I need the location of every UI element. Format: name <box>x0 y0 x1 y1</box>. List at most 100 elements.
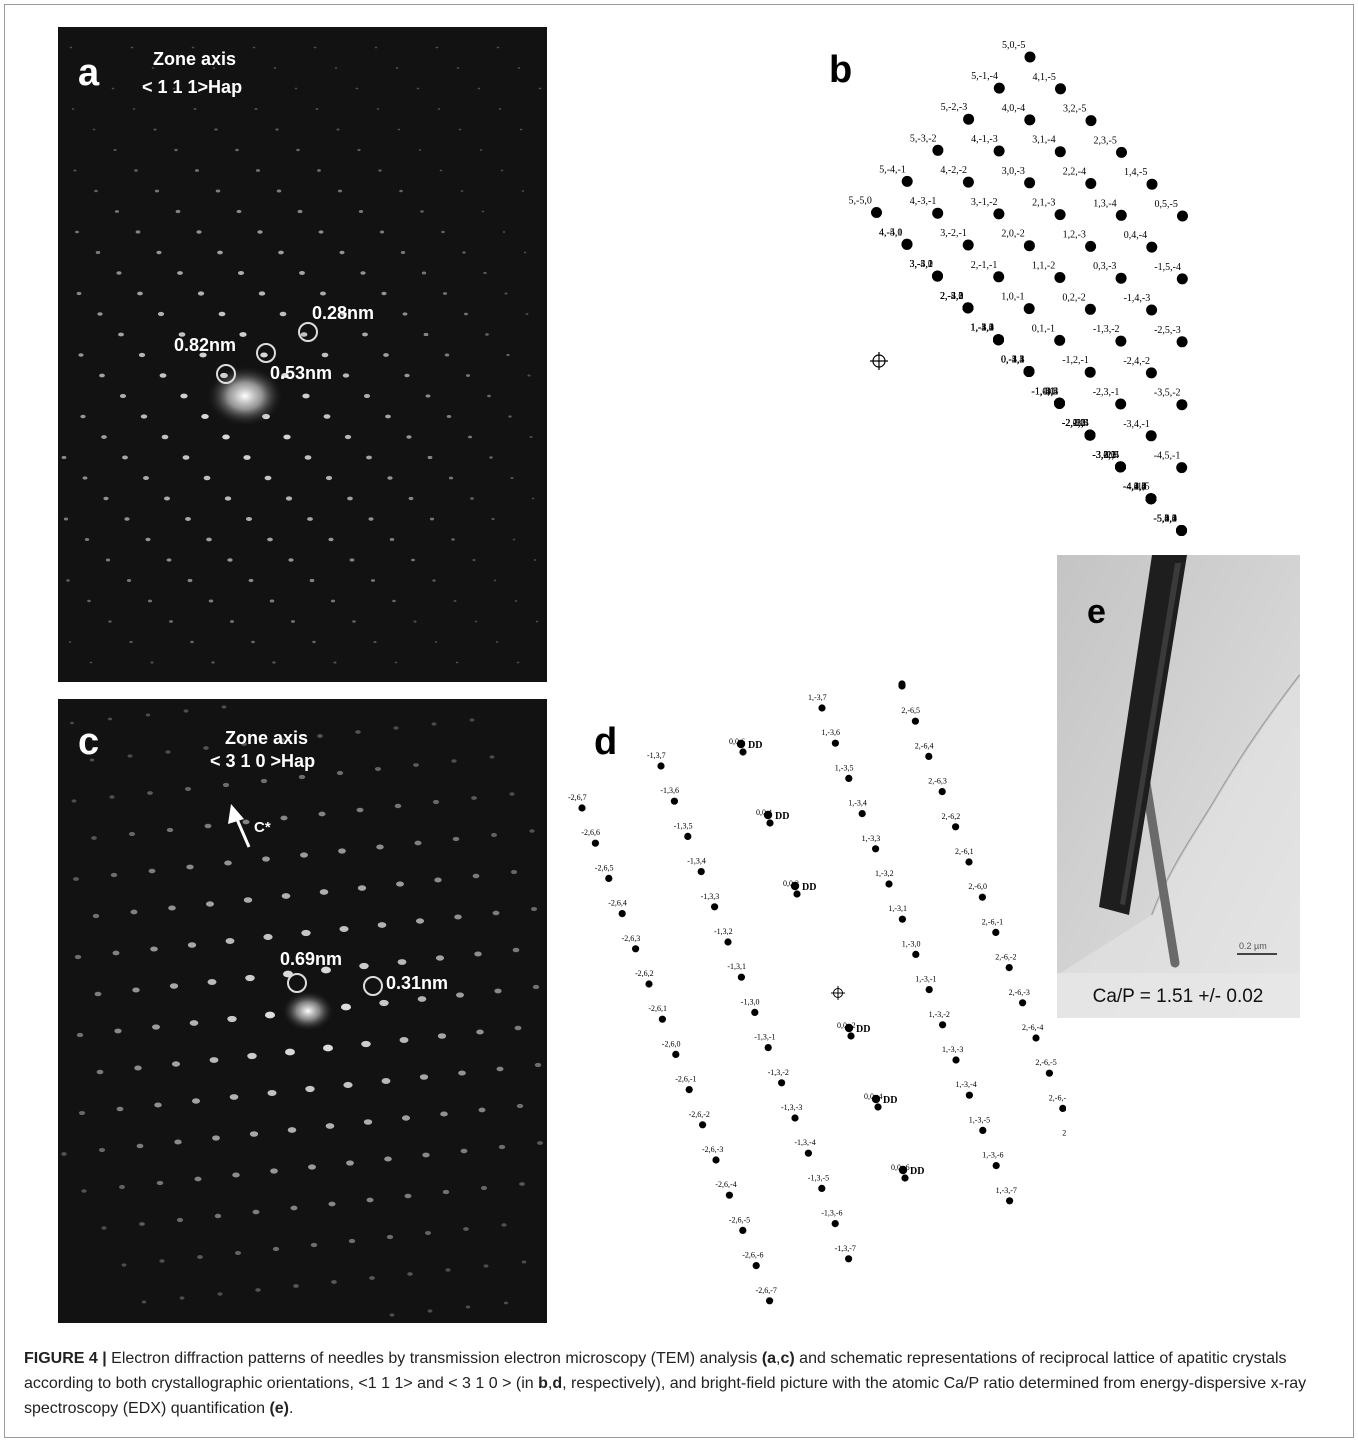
diffraction-spot <box>147 791 153 795</box>
diffraction-spot <box>506 353 510 357</box>
lattice-point <box>1084 429 1096 441</box>
diffraction-spot <box>454 914 462 920</box>
diffraction-spot <box>112 950 120 956</box>
label-0.28nm: 0.28nm <box>312 303 374 323</box>
lattice-label: 1,-1,0 <box>971 323 994 334</box>
diffraction-spot <box>349 558 355 562</box>
diffraction-spot <box>460 1148 468 1154</box>
lattice-point <box>1085 115 1097 127</box>
diffraction-spot <box>283 434 291 440</box>
lattice-label: -5,4,1 <box>1154 514 1177 525</box>
diffraction-spot <box>203 475 211 481</box>
lattice-point <box>818 704 826 712</box>
lattice-label: 5,-2,-3 <box>941 102 968 113</box>
lattice-label: -2,6,4 <box>608 899 627 908</box>
diffraction-spot <box>467 435 473 439</box>
lattice-point <box>1024 114 1036 126</box>
diffraction-spot <box>333 661 337 664</box>
dd-spot <box>736 739 746 749</box>
diffraction-spot <box>105 558 111 562</box>
diffraction-spot <box>224 496 232 501</box>
diffraction-spot <box>84 538 90 541</box>
lattice-label: -1,3,4 <box>687 857 706 866</box>
diffraction-spot <box>328 1201 336 1207</box>
diffraction-spot <box>159 1259 165 1263</box>
lattice-point <box>1176 273 1188 285</box>
label-0.82nm: 0.82nm <box>174 335 236 355</box>
lattice-label: 4,1,-5 <box>1033 72 1056 83</box>
diffraction-spot <box>203 746 209 750</box>
diffraction-spot <box>483 271 487 275</box>
diffraction-spot <box>194 169 200 172</box>
diffraction-spot <box>514 600 518 602</box>
panel-b-schematic: b 5,0,-5 4,1,-5 3,2,-5 2,3,-5 1,4,-5 0,5,-5 5,… <box>829 40 1188 536</box>
diffraction-spot <box>323 414 331 419</box>
diffraction-spot <box>474 951 482 957</box>
diffraction-spot <box>91 836 97 840</box>
diffraction-spot <box>305 1085 315 1093</box>
dd-label: DD <box>910 1166 924 1177</box>
diffraction-spot <box>262 856 270 862</box>
diffraction-spot <box>97 312 103 316</box>
lattice-point <box>962 302 974 314</box>
diffraction-spot <box>126 579 132 582</box>
diffraction-spot <box>169 983 179 989</box>
lattice-point <box>993 145 1005 157</box>
diffraction-spot <box>178 332 186 337</box>
lattice-point <box>1146 241 1158 253</box>
lattice-label: 1,-3,3 <box>862 834 881 843</box>
diffraction-spot <box>496 46 500 49</box>
lattice-label: -2,1,1 <box>1062 418 1085 429</box>
lattice-label: -2,6,-7 <box>756 1286 777 1295</box>
diffraction-spot <box>296 148 300 152</box>
lattice-point <box>1024 51 1036 63</box>
lattice-point <box>645 980 653 988</box>
diffraction-spot <box>148 868 156 874</box>
lattice-label: -1,3,-4 <box>794 1138 815 1147</box>
diffraction-spot <box>527 374 531 377</box>
diffraction-spot <box>252 1209 260 1215</box>
lattice-point <box>962 176 974 188</box>
panel-d-letter: d <box>594 721 617 763</box>
diffraction-spot <box>272 661 276 664</box>
lattice-label: 1,-3,-1 <box>915 975 936 984</box>
lattice-label: 5,0,-5 <box>1002 40 1025 51</box>
lattice-label: 1,-3,4 <box>848 799 867 808</box>
diffraction-spot <box>111 87 115 90</box>
diffraction-spot <box>348 1238 356 1244</box>
diffraction-spot <box>423 332 429 337</box>
diffraction-spot <box>346 1160 354 1166</box>
diffraction-spot <box>420 210 424 213</box>
diffraction-spot <box>402 312 408 316</box>
diffraction-spot <box>460 190 464 192</box>
lattice-label: -2,0,2 <box>1062 418 1085 429</box>
diffraction-spot <box>308 1164 316 1170</box>
diffraction-spot <box>355 87 359 90</box>
diffraction-spot <box>317 169 321 172</box>
lattice-point <box>1054 146 1066 158</box>
lattice-point <box>901 238 913 250</box>
lattice-label: 1,-3,-5 <box>969 1115 990 1124</box>
lattice-point <box>932 207 944 219</box>
diffraction-spot <box>128 831 136 837</box>
lattice-label: -2,6,5 <box>595 863 614 872</box>
diffraction-spot <box>334 67 338 69</box>
caption-text: and schematic representations of recipro… <box>24 1350 1287 1392</box>
lattice-point <box>952 823 960 831</box>
ring-0.53nm <box>256 343 276 363</box>
panel-e-svg: e 0.2 µm Ca/P = 1.51 +/- 0.02 <box>1057 555 1300 1018</box>
lattice-label: -3,-1,4 <box>1093 450 1120 461</box>
diffraction-spot <box>489 456 493 459</box>
diffraction-spot <box>344 434 352 440</box>
diffraction-spot <box>154 189 160 193</box>
panel-c-svg: c Zone axis < 3 1 0 >Hap C* 0.69nm 0.31n… <box>61 705 543 1317</box>
diffraction-spot <box>255 169 261 172</box>
diffraction-spot <box>432 799 440 805</box>
lattice-label: 5,-5,0 <box>849 196 872 207</box>
diffraction-spot <box>352 620 356 623</box>
diffraction-spot <box>194 1176 202 1182</box>
diffraction-spot <box>214 128 218 131</box>
diffraction-spot <box>474 620 478 623</box>
lattice-label: -2,-3,5 <box>1062 418 1089 429</box>
lattice-point <box>739 1226 747 1234</box>
